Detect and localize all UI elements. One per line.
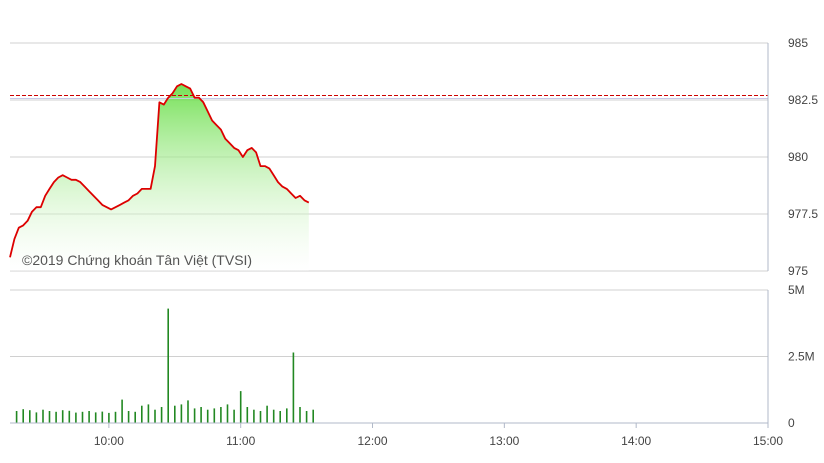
- price-area-layer: [10, 84, 309, 271]
- price-y-tick-labels: 985 982.5 980 977.5 975: [788, 36, 818, 278]
- volume-bar: [15, 411, 18, 423]
- volume-bar: [154, 409, 156, 423]
- volume-bar: [55, 411, 57, 423]
- volume-bar: [127, 411, 130, 423]
- volume-bar: [174, 405, 176, 423]
- volume-bar: [279, 411, 281, 423]
- volume-bar: [167, 308, 169, 423]
- volume-y-tick-label: 5M: [788, 283, 805, 297]
- volume-bar: [81, 411, 84, 423]
- volume-bar: [134, 411, 136, 423]
- volume-bar: [88, 411, 90, 423]
- volume-bar: [68, 410, 71, 423]
- volume-bar: [61, 410, 64, 423]
- volume-bar: [114, 411, 117, 423]
- volume-bar: [42, 409, 44, 423]
- volume-bar: [200, 407, 202, 423]
- volume-bar: [147, 404, 150, 423]
- volume-y-tick-label: 2.5M: [788, 350, 815, 364]
- volume-bar: [239, 391, 242, 423]
- x-tick-label: 10:00: [94, 434, 124, 448]
- volume-bar: [213, 408, 216, 423]
- volume-bar: [305, 411, 308, 423]
- time-x-tick-labels: 10:00 11:00 12:00 13:00 14:00 15:00: [94, 423, 783, 448]
- x-tick-label: 11:00: [226, 434, 255, 448]
- x-tick-label: 12:00: [358, 434, 388, 448]
- volume-bar: [312, 409, 314, 423]
- volume-bar: [292, 352, 295, 423]
- x-tick-label: 13:00: [489, 434, 519, 448]
- volume-bar: [272, 409, 275, 423]
- volume-bar: [246, 407, 249, 423]
- price-y-tick-label: 975: [788, 264, 808, 278]
- volume-bar: [233, 409, 235, 423]
- volume-bar: [35, 412, 38, 423]
- price-y-tick-label: 982.5: [788, 93, 818, 107]
- volume-bar: [108, 412, 110, 423]
- volume-bar: [286, 408, 288, 423]
- price-area: [10, 84, 309, 271]
- volume-y-tick-labels: 5M 2.5M 0: [788, 283, 815, 430]
- volume-bar: [226, 404, 229, 423]
- price-line: [9, 83, 310, 258]
- watermark: ©2019 Chứng khoán Tân Việt (TVSI): [22, 252, 252, 268]
- volume-bar: [94, 412, 97, 423]
- volume-bar: [220, 407, 222, 423]
- volume-bar: [266, 405, 268, 423]
- volume-bar: [253, 409, 255, 423]
- volume-bar: [180, 404, 183, 423]
- x-tick-label: 15:00: [753, 434, 783, 448]
- volume-y-tick-label: 0: [788, 416, 795, 430]
- volume-bar: [29, 410, 31, 423]
- volume-gridlines: [10, 289, 768, 424]
- axes: [10, 43, 769, 424]
- price-line-layer: [9, 83, 310, 258]
- volume-bar: [193, 408, 196, 423]
- price-y-tick-label: 985: [788, 36, 808, 50]
- volume-bar: [22, 409, 24, 423]
- x-tick-label: 14:00: [621, 434, 651, 448]
- volume-bar: [187, 400, 189, 423]
- volume-bar: [259, 411, 262, 423]
- volume-bar: [160, 407, 163, 423]
- volume-bar: [206, 409, 209, 423]
- volume-bar: [101, 411, 104, 423]
- volume-bar: [299, 407, 301, 423]
- price-y-tick-label: 977.5: [788, 207, 818, 221]
- volume-bars: [15, 308, 314, 423]
- reference-line-layer: [10, 94, 768, 99]
- volume-bar: [48, 411, 51, 423]
- price-y-tick-label: 980: [788, 150, 808, 164]
- volume-bar: [141, 405, 143, 423]
- volume-bar: [75, 412, 77, 423]
- volume-bar: [121, 399, 123, 423]
